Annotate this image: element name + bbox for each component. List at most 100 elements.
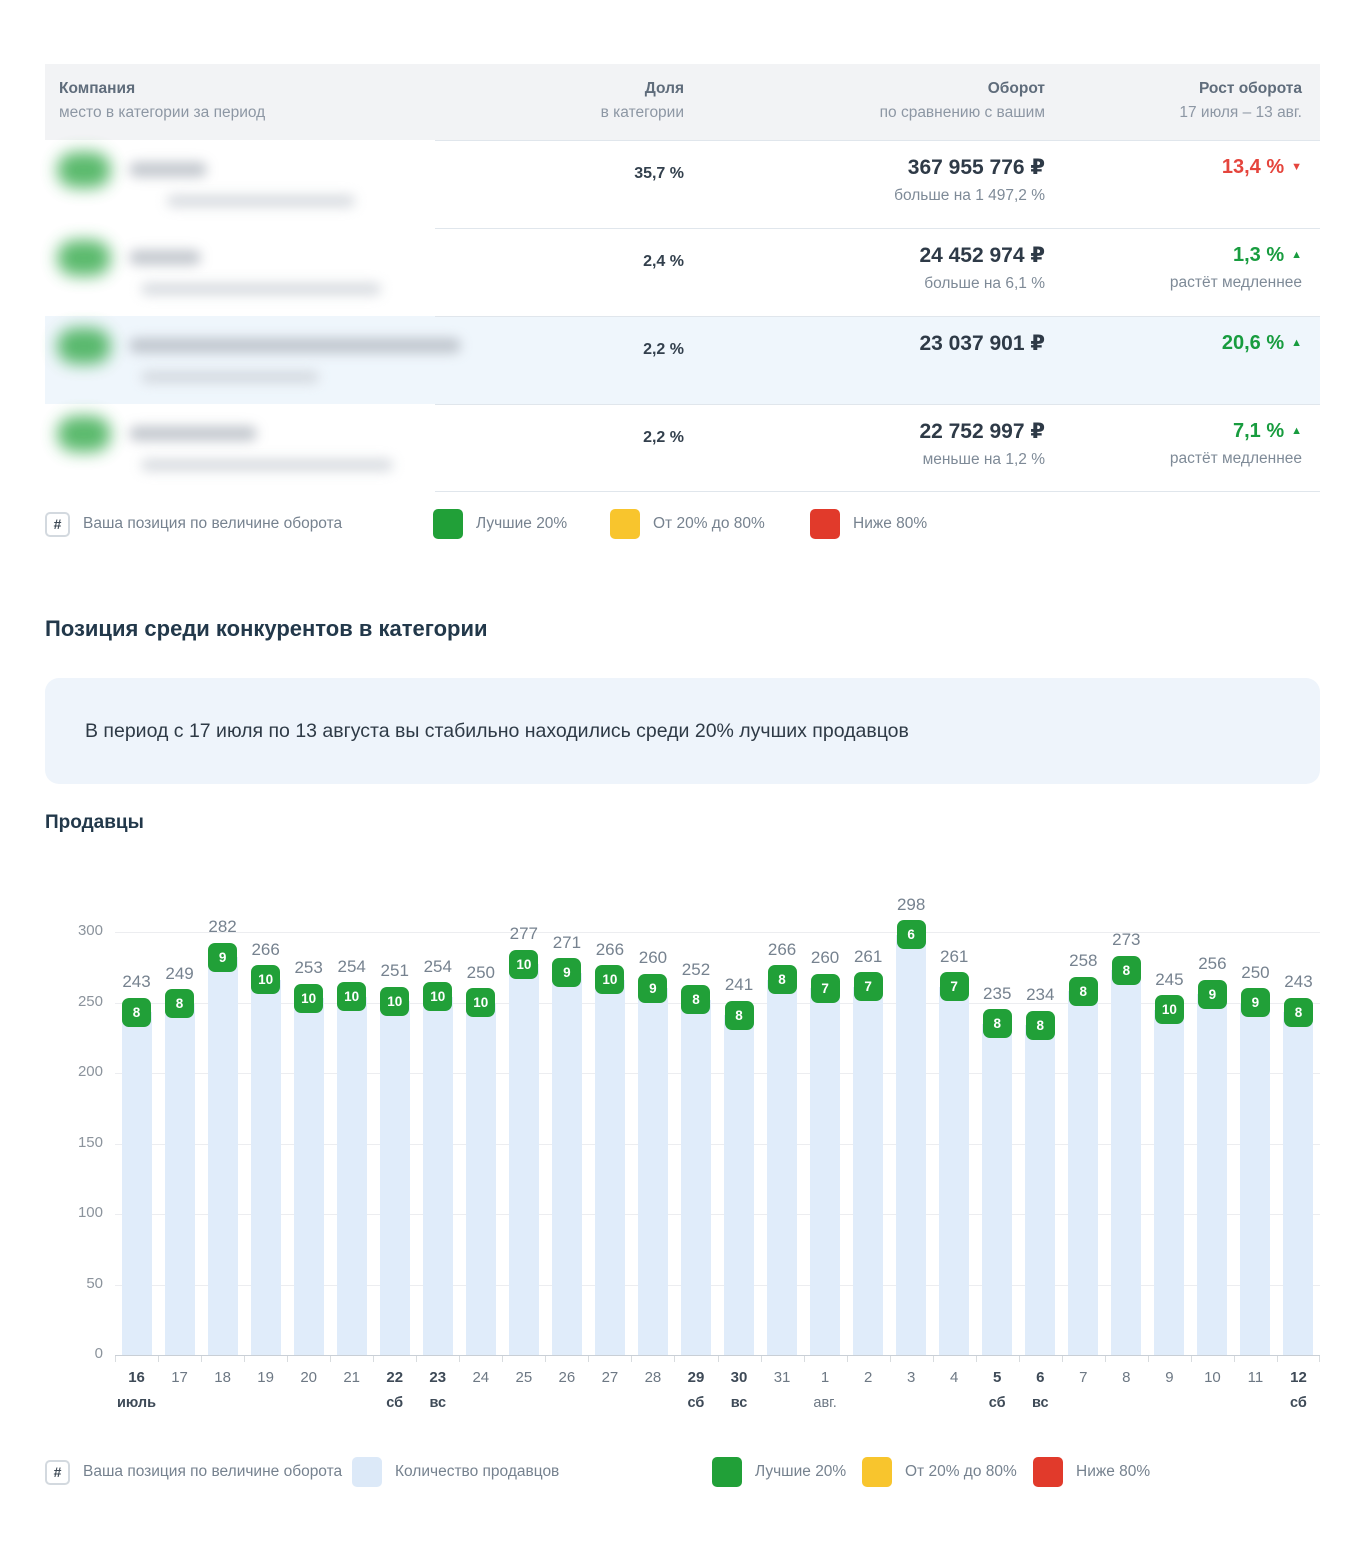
- bar-value-label: 258: [1069, 951, 1098, 971]
- company-name-blurred: [129, 426, 257, 441]
- legend-item-your-position: # Ваша позиция по величине оборота: [45, 1457, 342, 1487]
- column-header-turnover: Оборот по сравнению с вашим: [690, 77, 1045, 140]
- bar[interactable]: [896, 934, 927, 1355]
- position-badge: 10: [509, 949, 539, 979]
- y-axis-label: 150: [77, 1133, 103, 1151]
- x-axis-tick: [201, 1356, 203, 1362]
- x-axis-day: 16: [128, 1369, 145, 1386]
- x-axis-tick: [631, 1356, 633, 1362]
- position-badge: 9: [638, 973, 668, 1003]
- bar[interactable]: [250, 979, 281, 1355]
- company-subtitle-blurred: [141, 371, 319, 383]
- y-axis-label: 100: [77, 1204, 103, 1221]
- y-axis-label: 250: [77, 992, 103, 1010]
- bar[interactable]: [293, 998, 324, 1355]
- turnover-cell: 23 037 901 ₽: [690, 316, 1045, 404]
- legend-swatch: [352, 1457, 382, 1487]
- bar-value-label: 271: [552, 932, 582, 952]
- bar-value-label: 249: [165, 963, 194, 983]
- bar[interactable]: [1240, 1002, 1271, 1355]
- arrow-down-icon: ▼: [1291, 161, 1302, 173]
- column-header-company-title: Компания: [59, 80, 136, 97]
- legend-item-your-position: # Ваша позиция по величине оборота: [45, 509, 342, 539]
- bar-value-label: 245: [1155, 969, 1184, 989]
- legend-item: Лучшие 20%: [712, 1457, 846, 1487]
- bar[interactable]: [1154, 1009, 1185, 1355]
- bar[interactable]: [465, 1002, 496, 1355]
- legend-item: Лучшие 20%: [433, 509, 567, 539]
- growth-value: 20,6 % ▲: [1045, 332, 1302, 355]
- bar[interactable]: [121, 1012, 152, 1355]
- position-badge: 7: [939, 972, 969, 1002]
- gridline: [115, 1214, 1320, 1215]
- bar[interactable]: [1197, 994, 1228, 1355]
- column-header-growth: Рост оборота 17 июля – 13 авг.: [1045, 77, 1320, 140]
- x-axis-day: 4: [950, 1369, 959, 1386]
- x-axis-sublabel: вс: [1031, 1395, 1049, 1411]
- bar-value-label: 266: [595, 939, 625, 959]
- column-header-share-subtitle: в категории: [600, 104, 684, 121]
- bar[interactable]: [1283, 1012, 1314, 1355]
- growth-value: 7,1 % ▲: [1045, 420, 1302, 443]
- position-badge: 9: [208, 942, 238, 972]
- x-axis-sublabel: сб: [386, 1395, 404, 1411]
- position-badge: 9: [1240, 988, 1270, 1017]
- bar[interactable]: [207, 957, 238, 1355]
- growth-note: растёт медленнее: [1169, 450, 1302, 467]
- x-axis-day: 23: [429, 1369, 447, 1386]
- bar[interactable]: [594, 979, 625, 1355]
- bar-value-label: 251: [380, 961, 409, 981]
- table-rows: 35,7 % 367 955 776 ₽ больше на 1 497,2 % 13…: [45, 140, 1320, 492]
- table-row: 2,2 % 22 752 997 ₽ меньше на 1,2 % 7,1 % ▲ ра…: [45, 404, 1320, 492]
- bar[interactable]: [810, 988, 841, 1355]
- company-subtitle-blurred: [167, 195, 355, 207]
- bar[interactable]: [1025, 1025, 1056, 1355]
- x-axis-tick: [803, 1356, 805, 1362]
- x-axis-tick: [846, 1356, 848, 1362]
- bar[interactable]: [379, 1001, 410, 1355]
- bar[interactable]: [680, 999, 711, 1355]
- legend-swatch: [610, 509, 640, 539]
- table-row: 2,2 % 23 037 901 ₽ 20,6 % ▲: [45, 316, 1320, 404]
- bar[interactable]: [982, 1023, 1013, 1355]
- bar-value-label: 273: [1112, 930, 1141, 950]
- y-axis-label: 200: [77, 1063, 103, 1080]
- bar[interactable]: [508, 964, 539, 1355]
- chart-legend: # Ваша позиция по величине оборота Количес…: [45, 1457, 1360, 1487]
- x-axis-day: 11: [1247, 1369, 1264, 1386]
- x-axis-day: 25: [515, 1369, 533, 1386]
- x-axis-tick: [1276, 1356, 1278, 1362]
- gridline: [115, 932, 1320, 933]
- growth-percent: 7,1 %: [1232, 420, 1285, 442]
- bar[interactable]: [853, 987, 884, 1355]
- bar[interactable]: [1068, 991, 1099, 1355]
- bar[interactable]: [724, 1015, 755, 1355]
- legend-label: Ваша позиция по величине оборота: [83, 515, 343, 532]
- gridline: [115, 1284, 1320, 1286]
- bar[interactable]: [1111, 970, 1142, 1355]
- bar[interactable]: [336, 996, 367, 1355]
- bar[interactable]: [551, 972, 582, 1355]
- turnover-value: 23 037 901 ₽: [919, 332, 1045, 355]
- x-axis-day: 28: [644, 1369, 662, 1386]
- y-axis-label: 50: [86, 1274, 103, 1292]
- company-cell: [45, 316, 461, 404]
- position-badge: 8: [122, 997, 152, 1027]
- arrow-up-icon: ▲: [1291, 249, 1302, 261]
- position-badge: 8: [681, 985, 711, 1015]
- legend-label: Ниже 80%: [853, 515, 928, 532]
- company-name-blurred: [129, 338, 461, 353]
- position-badge: 8: [724, 1000, 754, 1030]
- x-axis-day: 7: [1079, 1369, 1088, 1386]
- legend-swatch: [1033, 1457, 1063, 1487]
- bar[interactable]: [637, 988, 668, 1355]
- bar[interactable]: [422, 996, 453, 1355]
- legend-swatch: [862, 1457, 892, 1487]
- turnover-cell: 24 452 974 ₽ больше на 6,1 %: [690, 228, 1045, 316]
- bar[interactable]: [164, 1003, 195, 1355]
- bar[interactable]: [767, 979, 798, 1355]
- position-badge: 9: [1197, 979, 1227, 1009]
- position-badge: 8: [1068, 976, 1098, 1006]
- bar[interactable]: [939, 987, 970, 1355]
